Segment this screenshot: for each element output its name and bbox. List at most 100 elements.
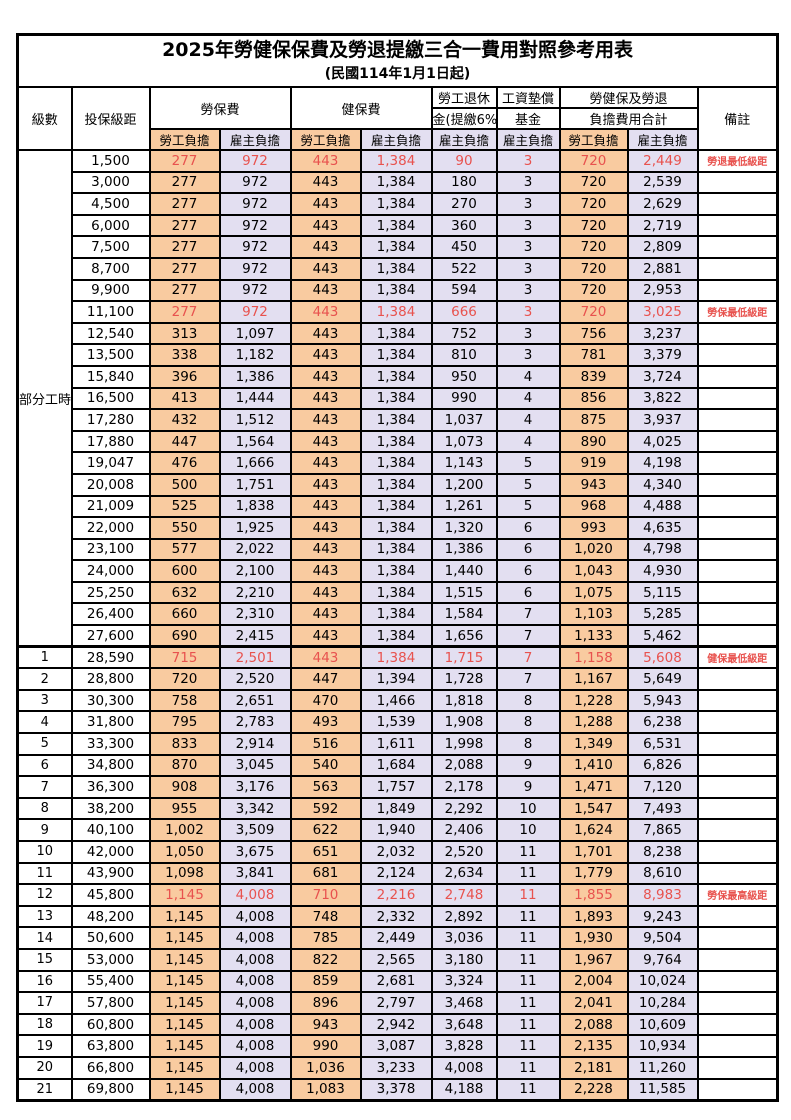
table-row: 5 33,300 833 2,914 516 1,611 1,998 8 1,349 6,531 — [16, 732, 779, 756]
cell-bracket: 12,540 — [70, 321, 151, 346]
cell-value: 785 — [289, 926, 362, 950]
col-header-wage-fund-line2: 基金 — [495, 107, 561, 130]
cell-value: 11 — [495, 1034, 561, 1058]
cell-level: 10 — [16, 840, 73, 864]
cell-value: 859 — [289, 969, 362, 994]
cell-value: 1,908 — [430, 710, 498, 735]
cell-value: 3,237 — [626, 321, 699, 346]
table-row: 21 69,800 1,145 4,008 1,083 3,378 4,188 11 2,228… — [16, 1077, 779, 1102]
cell-value: 3,675 — [218, 840, 292, 864]
cell-value: 715 — [148, 645, 221, 670]
table-row: 24,000 600 2,100 443 1,384 1,440 6 1,043 4,930 — [18, 559, 779, 583]
cell-value: 3,180 — [430, 947, 498, 972]
cell-value: 1,701 — [558, 840, 629, 864]
cell-value: 1,584 — [430, 602, 498, 627]
cell-value: 8,238 — [626, 840, 699, 864]
cell-value: 2,216 — [359, 883, 433, 907]
cell-value: 1,145 — [148, 1012, 221, 1037]
table-row: 13,500 338 1,182 443 1,384 810 3 781 3,379 — [18, 343, 779, 367]
cell-bracket: 24,000 — [70, 559, 151, 583]
cell-value: 1,684 — [359, 753, 433, 778]
cell-value: 4 — [495, 386, 561, 411]
col-header-total-line1: 勞健保及勞退 — [558, 86, 699, 109]
cell-value: 443 — [289, 235, 362, 259]
cell-value: 1,384 — [359, 472, 433, 497]
cell-value: 2,783 — [218, 710, 292, 735]
cell-value: 2,178 — [430, 775, 498, 799]
cell-value: 2,520 — [430, 840, 498, 864]
cell-value: 1,073 — [430, 429, 498, 454]
cell-value: 443 — [289, 364, 362, 389]
table-row: 20 66,800 1,145 4,008 1,036 3,233 4,008 11 2,181… — [16, 1055, 779, 1080]
cell-value: 5,649 — [626, 667, 699, 691]
cell-value: 3,468 — [430, 991, 498, 1015]
cell-value: 2,032 — [359, 840, 433, 864]
cell-value: 10 — [495, 818, 561, 842]
page-subtitle: (民國114年1月1日起) — [324, 66, 471, 82]
subheader-health-employer: 雇主負擔 — [359, 128, 433, 151]
cell-value: 972 — [218, 235, 292, 259]
title-cell: 2025年勞健保保費及勞退提繳三合一費用對照參考用表 (民國114年1月1日起) — [16, 33, 779, 88]
header-row-1: 級數 投保級距 勞保費 健保費 勞工退休 工資墊償 勞健保及勞退 備註 — [16, 86, 779, 151]
cell-value: 338 — [148, 343, 221, 367]
subheader-labor-employer: 雇主負擔 — [218, 128, 292, 151]
cell-value: 1,666 — [218, 451, 292, 475]
cell-value: 4,008 — [218, 969, 292, 994]
cell-value: 396 — [148, 364, 221, 389]
cell-level: 9 — [16, 818, 73, 842]
cell-value: 11 — [495, 926, 561, 950]
cell-value: 470 — [289, 688, 362, 713]
cell-value: 748 — [289, 904, 362, 929]
cell-value: 4,008 — [218, 991, 292, 1015]
cell-value: 2,088 — [430, 753, 498, 778]
cell-value: 443 — [289, 256, 362, 281]
cell-value: 908 — [148, 775, 221, 799]
cell-value: 2,124 — [359, 861, 433, 886]
cell-value: 1,466 — [359, 688, 433, 713]
cell-value: 890 — [558, 429, 629, 454]
table-row: 7 36,300 908 3,176 563 1,757 2,178 9 1,471 7,120 — [16, 775, 779, 799]
cell-value: 720 — [558, 149, 629, 173]
cell-remark — [696, 840, 779, 864]
cell-value: 1,320 — [430, 516, 498, 540]
cell-value: 2,565 — [359, 947, 433, 972]
cell-value: 4,188 — [430, 1077, 498, 1102]
cell-value: 5,115 — [626, 580, 699, 605]
cell-value: 1,384 — [359, 408, 433, 432]
cell-value: 600 — [148, 559, 221, 583]
cell-remark — [696, 904, 779, 929]
table-row: 23,100 577 2,022 443 1,384 1,386 6 1,020 4,798 — [18, 537, 779, 562]
table-row: 3,000 277 972 443 1,384 180 3 720 2,539 — [18, 170, 779, 195]
cell-value: 3,724 — [626, 364, 699, 389]
cell-value: 681 — [289, 861, 362, 886]
cell-value: 1,200 — [430, 472, 498, 497]
cell-level: 20 — [16, 1055, 73, 1080]
cell-value: 1,715 — [430, 645, 498, 670]
cell-value: 4,008 — [218, 1012, 292, 1037]
cell-value: 1,133 — [558, 624, 629, 648]
cell-level: 7 — [16, 775, 73, 799]
subheader-wage-fund-employer: 雇主負擔 — [495, 128, 561, 151]
cell-bracket: 3,000 — [70, 170, 151, 195]
cell-level: 18 — [16, 1012, 73, 1037]
cell-remark — [696, 321, 779, 346]
cell-value: 1,998 — [430, 732, 498, 756]
cell-value: 3,036 — [430, 926, 498, 950]
cell-value: 1,440 — [430, 559, 498, 583]
table-row: 部分工時 1,500 277 972 443 1,384 90 3 720 2,449 勞退最低級距 — [16, 149, 779, 648]
cell-value: 1,050 — [148, 840, 221, 864]
cell-value: 690 — [148, 624, 221, 648]
cell-value: 2,520 — [218, 667, 292, 691]
cell-bracket: 50,600 — [70, 926, 151, 950]
cell-bracket: 22,000 — [70, 516, 151, 540]
cell-value: 972 — [218, 149, 292, 173]
col-header-total-line2: 負擔費用合計 — [558, 107, 699, 130]
cell-value: 1,444 — [218, 386, 292, 411]
cell-level: 13 — [16, 904, 73, 929]
cell-value: 443 — [289, 451, 362, 475]
cell-value: 651 — [289, 840, 362, 864]
cell-value: 277 — [148, 278, 221, 303]
cell-value: 1,384 — [359, 364, 433, 389]
cell-value: 1,145 — [148, 991, 221, 1015]
cell-value: 2,415 — [218, 624, 292, 648]
